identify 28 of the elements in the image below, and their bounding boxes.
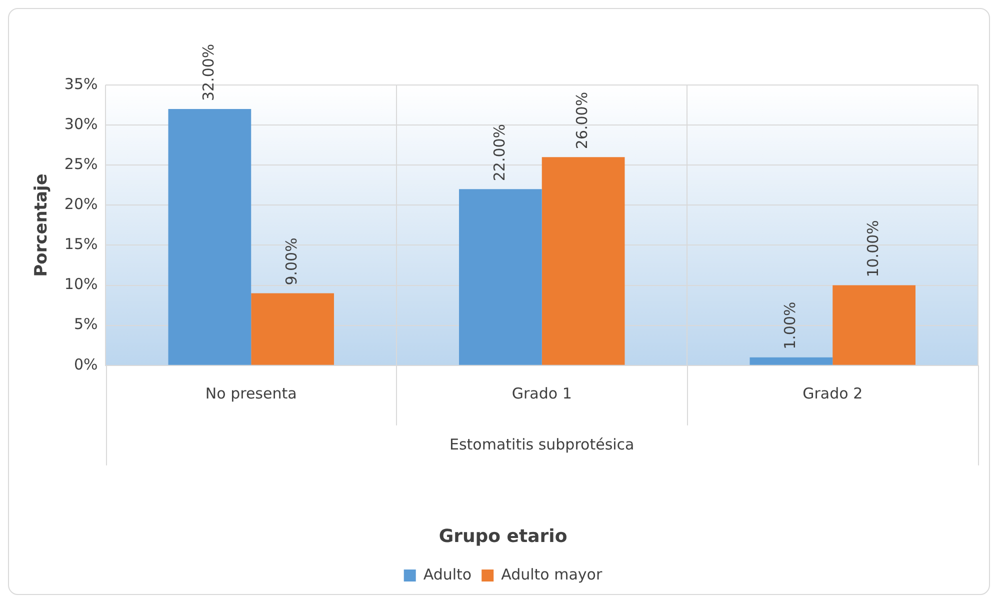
y-tick-label: 5% <box>74 315 98 334</box>
y-tick-label: 30% <box>64 114 98 133</box>
y-axis-title: Porcentaje <box>32 174 52 277</box>
data-label: 32.00% <box>200 44 218 102</box>
bar <box>459 189 542 365</box>
text: Estomatitis subprotésica <box>449 435 634 454</box>
x-tick-label: Grado 2 <box>802 384 863 402</box>
bar <box>832 285 916 365</box>
bar <box>750 357 833 365</box>
data-label: 1.00% <box>781 302 800 350</box>
x-tick-label: Grado 1 <box>512 384 572 402</box>
legend-title: Grupo etario <box>438 526 568 548</box>
data-label: 26.00% <box>573 92 592 150</box>
y-tick-label: 15% <box>64 235 98 254</box>
bar <box>542 157 625 365</box>
y-tick-label: 25% <box>64 155 98 174</box>
data-label: 10.00% <box>864 220 882 278</box>
y-tick-label: 10% <box>64 275 98 294</box>
y-tick-label: 0% <box>74 355 98 374</box>
y-tick-label: 35% <box>64 74 98 93</box>
data-label: 22.00% <box>490 124 508 182</box>
bar <box>251 293 334 365</box>
data-label: 9.00% <box>282 238 300 286</box>
legend-label: Adulto mayor <box>501 565 603 584</box>
x-tick-label: No presenta <box>205 384 297 402</box>
y-tick-label: 20% <box>64 195 98 214</box>
legend-label: Adulto <box>423 565 472 584</box>
bar <box>168 109 252 365</box>
